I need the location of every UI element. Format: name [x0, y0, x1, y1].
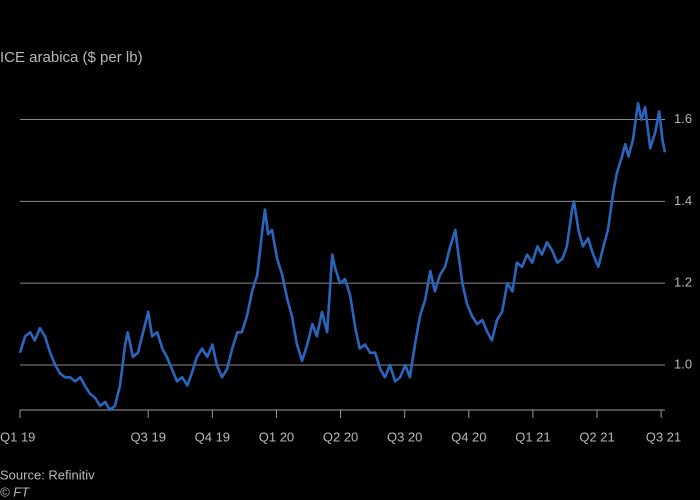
x-tick-label: Q3 19	[131, 429, 166, 444]
x-tick-label: Q3 21	[646, 429, 681, 444]
x-tick-label: Q1 19	[0, 429, 35, 444]
credit: © FT	[0, 484, 30, 499]
x-tick-label: Q2 21	[579, 429, 614, 444]
x-tick-label: Q1 21	[515, 429, 550, 444]
chart-title: ICE arabica ($ per lb)	[0, 49, 143, 66]
y-tick-label: 1.4	[674, 193, 692, 208]
y-tick-label: 1.0	[674, 356, 692, 371]
x-tick-label: Q4 20	[451, 429, 486, 444]
x-tick-label: Q4 19	[195, 429, 230, 444]
source-note: Source: Refinitiv	[0, 467, 95, 482]
price-line	[18, 101, 667, 412]
x-tick-label: Q2 20	[323, 429, 358, 444]
x-tick-label: Q1 20	[259, 429, 294, 444]
y-tick-label: 1.2	[674, 275, 692, 290]
y-tick-label: 1.6	[674, 111, 692, 126]
x-tick-label: Q3 20	[387, 429, 422, 444]
